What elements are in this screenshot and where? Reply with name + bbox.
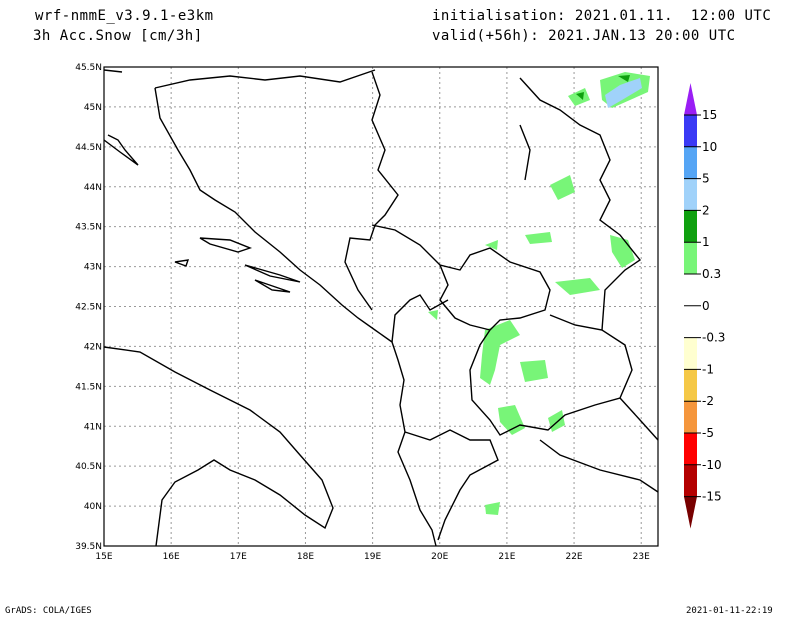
- colorbar-label: 1: [702, 235, 710, 249]
- snow-patch: [618, 75, 630, 82]
- snow-patch: [428, 310, 438, 320]
- colorbar-label: 5: [702, 172, 710, 186]
- lon-label: 22E: [565, 552, 582, 562]
- colorbar-label: -15: [702, 490, 722, 504]
- lon-label: 20E: [431, 552, 448, 562]
- colorbar-label: -2: [702, 394, 714, 408]
- lat-label: 42.5N: [75, 303, 102, 313]
- snow-patch: [568, 88, 590, 106]
- colorbar-label: 0: [702, 299, 710, 313]
- snow-patch: [480, 320, 520, 385]
- snow-patch: [550, 175, 575, 200]
- lat-label: 40N: [84, 502, 102, 512]
- colorbar-label: 2: [702, 203, 710, 217]
- lat-label: 41N: [84, 422, 102, 432]
- colorbar-segment: [684, 146, 697, 179]
- field-title: 3h Acc.Snow [cm/3h]: [33, 28, 203, 44]
- lon-label: 17E: [230, 552, 247, 562]
- snow-patch: [520, 360, 548, 382]
- lat-label: 39.5N: [75, 542, 102, 552]
- colorbar-segment: [684, 464, 697, 497]
- colorbar-segment: [684, 274, 697, 306]
- colorbar-arrow-top: [684, 83, 697, 115]
- colorbar-segment: [684, 401, 697, 433]
- lon-label: 21E: [498, 552, 515, 562]
- snow-patch: [485, 502, 500, 515]
- colorbar-label: -0.3: [702, 331, 725, 345]
- colorbar-segment: [684, 369, 697, 402]
- lat-label: 45.5N: [75, 63, 102, 73]
- valid-time: valid(+56h): 2021.JAN.13 20:00 UTC: [432, 28, 736, 44]
- lat-label: 44.5N: [75, 143, 102, 153]
- snow-areas: [428, 72, 650, 515]
- lon-label: 18E: [297, 552, 314, 562]
- snow-patch: [605, 78, 642, 108]
- coastlines-borders: [103, 69, 659, 547]
- axis-labels: 15E 16E 17E 18E 19E 20E 21E 22E 23E 45.5N 45N 44.5N…: [75, 63, 650, 562]
- model-title: wrf-nmmE_v3.9.1-e3km: [35, 8, 214, 24]
- colorbar-segment: [684, 115, 697, 147]
- lon-label: 16E: [163, 552, 180, 562]
- colorbar: 15 10 5 2 1 0.3 0 -0.3 -1 -2 -5 -10 -15: [684, 83, 725, 529]
- snow-patch: [485, 240, 498, 250]
- snow-patch: [610, 235, 635, 268]
- colorbar-segment: [684, 210, 697, 243]
- colorbar-label: 0.3: [702, 267, 721, 281]
- colorbar-segment: [684, 178, 697, 211]
- lat-label: 41.5N: [75, 382, 102, 392]
- snow-patch: [525, 232, 552, 244]
- lon-label: 23E: [633, 552, 650, 562]
- footer-credit: GrADS: COLA/IGES: [5, 606, 92, 616]
- lat-label: 40.5N: [75, 462, 102, 472]
- footer-timestamp: 2021-01-11-22:19: [686, 606, 773, 616]
- colorbar-label: -10: [702, 458, 722, 472]
- colorbar-segment: [684, 337, 697, 370]
- colorbar-label: 15: [702, 108, 717, 122]
- snow-patch: [555, 278, 600, 295]
- lat-label: 44N: [84, 183, 102, 193]
- colorbar-segment: [684, 242, 697, 274]
- init-time: initialisation: 2021.01.11. 12:00 UTC: [432, 8, 772, 24]
- snow-patch: [576, 92, 584, 100]
- colorbar-segment: [684, 305, 697, 338]
- colorbar-label: -1: [702, 362, 714, 376]
- snow-patch: [548, 410, 565, 432]
- map-frame: [103, 66, 659, 547]
- lat-label: 45N: [84, 103, 102, 113]
- colorbar-label: -5: [702, 426, 714, 440]
- lon-label: 19E: [364, 552, 381, 562]
- lat-label: 43N: [84, 263, 102, 273]
- snow-patch: [498, 405, 525, 435]
- gridlines: [104, 67, 658, 546]
- lat-label: 43.5N: [75, 223, 102, 233]
- colorbar-label: 10: [702, 140, 717, 154]
- colorbar-arrow-bottom: [684, 496, 697, 529]
- lon-label: 15E: [95, 552, 112, 562]
- colorbar-segment: [684, 433, 697, 465]
- lat-label: 42N: [84, 342, 102, 352]
